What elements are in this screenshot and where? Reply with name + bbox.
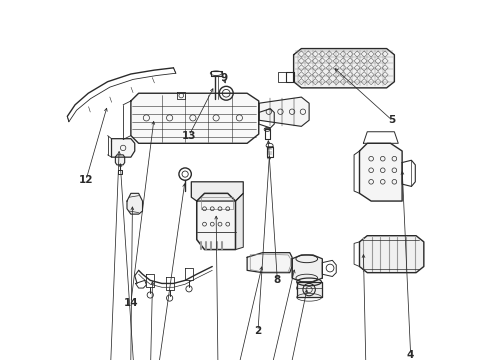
- Polygon shape: [246, 253, 291, 273]
- Text: 13: 13: [182, 131, 196, 141]
- Polygon shape: [131, 93, 258, 143]
- Polygon shape: [359, 236, 423, 273]
- Polygon shape: [111, 139, 135, 157]
- Polygon shape: [296, 282, 321, 297]
- Text: 2: 2: [254, 326, 261, 336]
- Text: 4: 4: [406, 350, 413, 360]
- Polygon shape: [291, 255, 322, 282]
- Polygon shape: [359, 143, 401, 201]
- Polygon shape: [127, 193, 142, 214]
- Polygon shape: [115, 155, 124, 165]
- Polygon shape: [293, 49, 393, 88]
- Text: 8: 8: [273, 275, 281, 285]
- Polygon shape: [191, 182, 243, 201]
- Polygon shape: [196, 193, 235, 249]
- Text: 5: 5: [387, 115, 395, 125]
- Polygon shape: [235, 193, 243, 249]
- Polygon shape: [258, 97, 308, 126]
- Text: 9: 9: [220, 73, 227, 83]
- Text: 12: 12: [79, 175, 93, 185]
- Text: 14: 14: [123, 298, 138, 308]
